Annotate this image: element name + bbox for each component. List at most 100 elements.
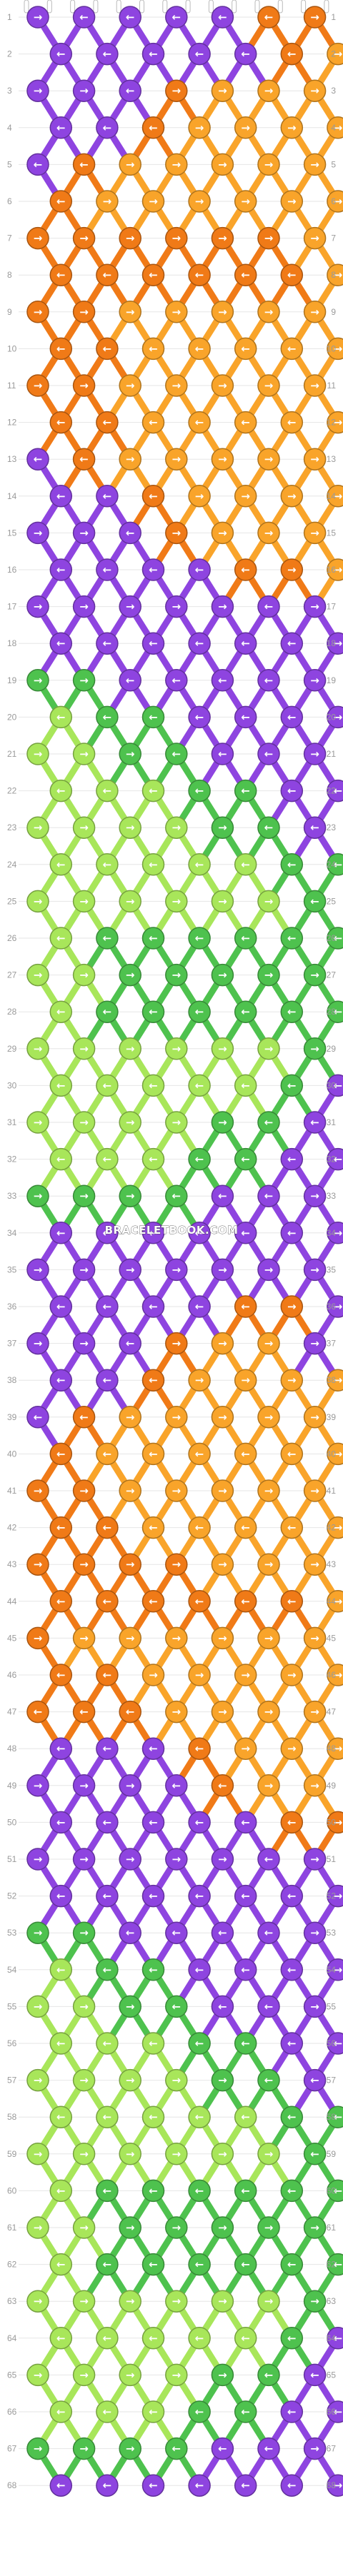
knot: → (257, 1332, 280, 1355)
knot-circle (49, 1590, 73, 1613)
row-number-right: 43 (327, 1559, 337, 1569)
knot-circle (257, 743, 280, 765)
arrow-right-icon: → (218, 1263, 227, 1276)
arrow-left-icon: ← (334, 1079, 343, 1092)
knot-circle (303, 595, 327, 618)
arrow-left-icon: ← (241, 563, 250, 576)
arrow-right-icon: → (126, 1411, 135, 1424)
row-number-left: 57 (7, 2076, 17, 2086)
knot-circle (26, 1037, 49, 1060)
knot: → (72, 1037, 96, 1060)
arrow-left-icon: ← (195, 48, 204, 61)
knot-circle (257, 1626, 280, 1650)
arrow-left-icon: ← (149, 1816, 158, 1828)
arrow-right-icon: → (172, 600, 182, 613)
knot: → (72, 226, 96, 250)
arrow-left-icon: ← (218, 2442, 227, 2455)
knot-circle (257, 6, 280, 29)
arrow-right-icon: → (264, 306, 274, 318)
knot: → (165, 890, 188, 913)
knot-circle (234, 1516, 257, 1539)
knot-circle (165, 1479, 188, 1502)
knot: → (327, 1664, 343, 1686)
knot-circle (49, 1222, 73, 1244)
arrow-right-icon: → (34, 1263, 43, 1276)
arrow-left-icon: ← (149, 1447, 158, 1460)
knot: ← (96, 1442, 119, 1466)
knot: → (257, 448, 280, 471)
arrow-left-icon: ← (310, 2368, 319, 2381)
arrow-right-icon: → (34, 306, 43, 318)
arrow-left-icon: ← (34, 1411, 43, 1424)
knot: ← (141, 1147, 165, 1171)
knot-circle (96, 2253, 119, 2276)
knot-circle (72, 1406, 96, 1429)
knot: ← (26, 448, 49, 471)
knot: ← (234, 1516, 257, 1539)
knot-circle (119, 1700, 141, 1724)
arrow-right-icon: → (172, 1116, 182, 1129)
row-number-right: 23 (327, 822, 337, 832)
arrow-right-icon: → (126, 1116, 135, 1129)
knot-circle (141, 1737, 165, 1760)
knot-circle (327, 1958, 343, 1981)
knot: ← (188, 2474, 211, 2497)
knot-circle (188, 2179, 211, 2203)
arrow-left-icon: ← (334, 785, 343, 798)
row-number-left: 1 (7, 12, 12, 22)
knot: → (327, 1958, 343, 1981)
arrow-left-icon: ← (103, 342, 112, 355)
knot-circle (165, 301, 188, 323)
arrow-left-icon: ← (103, 2479, 112, 2492)
arrow-right-icon: → (79, 526, 89, 539)
arrow-right-icon: → (218, 969, 227, 982)
arrow-right-icon: → (218, 2368, 227, 2381)
arrow-left-icon: ← (149, 1521, 158, 1534)
knot: → (72, 1774, 96, 1797)
knot-circle (49, 1295, 73, 1318)
row-number-left: 28 (7, 1007, 17, 1017)
knot: ← (188, 853, 211, 876)
knot: ← (96, 1737, 119, 1760)
arrow-left-icon: ← (56, 1447, 66, 1460)
knot-circle (257, 1037, 280, 1060)
arrow-left-icon: ← (241, 2110, 250, 2123)
knot-circle (72, 890, 96, 913)
knot-circle (327, 1074, 343, 1097)
knot: ← (257, 743, 280, 765)
arrow-left-icon: ← (241, 1963, 250, 1976)
knot-circle (26, 2437, 49, 2460)
knot: → (26, 669, 49, 692)
knot: ← (303, 890, 327, 913)
arrow-left-icon: ← (56, 48, 66, 61)
knot: → (327, 558, 343, 581)
knot: ← (96, 2179, 119, 2203)
knot-circle (211, 2068, 234, 2092)
arrow-right-icon: → (79, 1926, 89, 1939)
arrow-left-icon: ← (103, 858, 112, 871)
arrow-right-icon: → (218, 1631, 227, 1644)
knot: → (26, 1848, 49, 1871)
knot-circle (141, 927, 165, 950)
knot-circle (303, 816, 327, 839)
knot: ← (141, 485, 165, 508)
knot-circle (280, 927, 304, 950)
arrow-left-icon: ← (126, 526, 135, 539)
arrow-right-icon: → (334, 416, 343, 429)
knot: → (165, 2216, 188, 2239)
knot: ← (119, 1700, 141, 1724)
arrow-left-icon: ← (334, 1005, 343, 1018)
knot: → (165, 226, 188, 250)
knot: ← (280, 1074, 304, 1097)
knot-circle (327, 2105, 343, 2128)
arrow-left-icon: ← (56, 1374, 66, 1387)
arrow-left-icon: ← (56, 1595, 66, 1608)
knot-circle (234, 1147, 257, 1171)
arrow-left-icon: ← (149, 2184, 158, 2197)
arrow-right-icon: → (172, 821, 182, 834)
knot-circle (188, 1295, 211, 1318)
arrow-right-icon: → (264, 379, 274, 392)
knot-circle (49, 2474, 73, 2497)
knot-circle (49, 2327, 73, 2350)
arrow-left-icon: ← (56, 490, 66, 503)
